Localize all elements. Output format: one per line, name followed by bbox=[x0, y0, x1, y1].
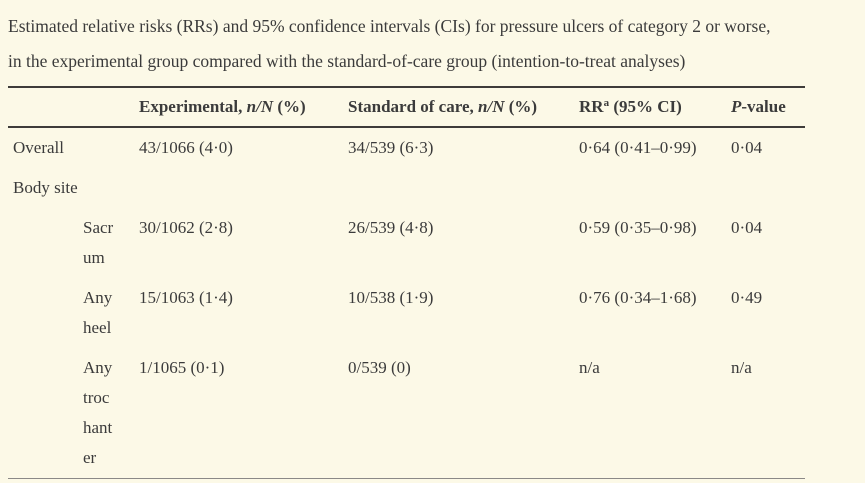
header-text: -value bbox=[741, 97, 786, 116]
row-label-sub: Sacrum bbox=[83, 218, 114, 267]
table-row-any-trochanter: Any trochanter 1/1065 (0·1) 0/539 (0) n/… bbox=[8, 348, 805, 479]
footnote-marker-a: a bbox=[603, 97, 610, 109]
col-header-pvalue: P-value bbox=[731, 87, 805, 128]
table-row-overall: Overall 43/1066 (4·0) 34/539 (6·3) 0·64 … bbox=[8, 127, 805, 168]
row-label-sub bbox=[83, 127, 139, 168]
cell-pvalue bbox=[731, 168, 805, 208]
results-table: Experimental, n/N (%) Standard of care, … bbox=[8, 86, 805, 479]
header-row: Experimental, n/N (%) Standard of care, … bbox=[8, 87, 805, 128]
cell-standard-of-care bbox=[348, 168, 579, 208]
row-label-main: Body site bbox=[13, 178, 78, 197]
cell-experimental: 1/1065 (0·1) bbox=[139, 358, 225, 377]
cell-rr-ci: 0·76 (0·34–1·68) bbox=[579, 288, 697, 307]
cell-experimental: 30/1062 (2·8) bbox=[139, 218, 233, 237]
header-text: Experimental, bbox=[139, 97, 247, 116]
header-text: Standard of care, bbox=[348, 97, 479, 116]
cell-pvalue: 0·04 bbox=[731, 138, 763, 157]
header-text: RR bbox=[579, 97, 604, 116]
header-text: (%) bbox=[504, 97, 538, 116]
col-header-rr-ci: RRa (95% CI) bbox=[579, 87, 731, 128]
cell-experimental bbox=[139, 168, 348, 208]
cell-standard-of-care: 26/539 (4·8) bbox=[348, 218, 434, 237]
cell-pvalue: 0·04 bbox=[731, 218, 763, 237]
header-text: (%) bbox=[273, 97, 306, 116]
row-label-main bbox=[8, 278, 83, 348]
header-italic-nN: n/N bbox=[246, 97, 274, 116]
cell-rr-ci bbox=[579, 168, 731, 208]
cell-rr-ci: n/a bbox=[579, 358, 600, 377]
col-header-standard-of-care: Standard of care, n/N (%) bbox=[348, 87, 579, 128]
col-header-rowlabel bbox=[8, 87, 139, 128]
caption-line-1: Estimated relative risks (RRs) and 95% c… bbox=[8, 16, 771, 36]
cell-standard-of-care: 34/539 (6·3) bbox=[348, 138, 434, 157]
cell-rr-ci: 0·64 (0·41–0·99) bbox=[579, 138, 697, 157]
cell-experimental: 15/1063 (1·4) bbox=[139, 288, 233, 307]
cell-standard-of-care: 0/539 (0) bbox=[348, 358, 411, 377]
caption-line-2: in the experimental group compared with … bbox=[8, 51, 686, 71]
row-label-main: Overall bbox=[13, 138, 64, 157]
row-label-sub: Any heel bbox=[83, 288, 113, 337]
table-row-any-heel: Any heel 15/1063 (1·4) 10/538 (1·9) 0·76… bbox=[8, 278, 805, 348]
row-label-sub: Any trochanter bbox=[83, 358, 113, 467]
table-body: Overall 43/1066 (4·0) 34/539 (6·3) 0·64 … bbox=[8, 127, 805, 479]
header-italic-P: P bbox=[731, 97, 742, 116]
table-row-body-site: Body site bbox=[8, 168, 805, 208]
row-label-sub bbox=[83, 168, 139, 208]
cell-rr-ci: 0·59 (0·35–0·98) bbox=[579, 218, 697, 237]
header-italic-nN: n/N bbox=[478, 97, 505, 116]
cell-standard-of-care: 10/538 (1·9) bbox=[348, 288, 434, 307]
table-header-row: Experimental, n/N (%) Standard of care, … bbox=[8, 87, 805, 128]
row-label-main bbox=[8, 348, 83, 479]
cell-pvalue: n/a bbox=[731, 358, 752, 377]
cell-experimental: 43/1066 (4·0) bbox=[139, 138, 233, 157]
table-row-sacrum: Sacrum 30/1062 (2·8) 26/539 (4·8) 0·59 (… bbox=[8, 208, 805, 278]
col-header-experimental: Experimental, n/N (%) bbox=[139, 87, 348, 128]
header-text: (95% CI) bbox=[609, 97, 682, 116]
row-label-main bbox=[8, 208, 83, 278]
table-caption: Estimated relative risks (RRs) and 95% c… bbox=[8, 9, 860, 79]
cell-pvalue: 0·49 bbox=[731, 288, 763, 307]
